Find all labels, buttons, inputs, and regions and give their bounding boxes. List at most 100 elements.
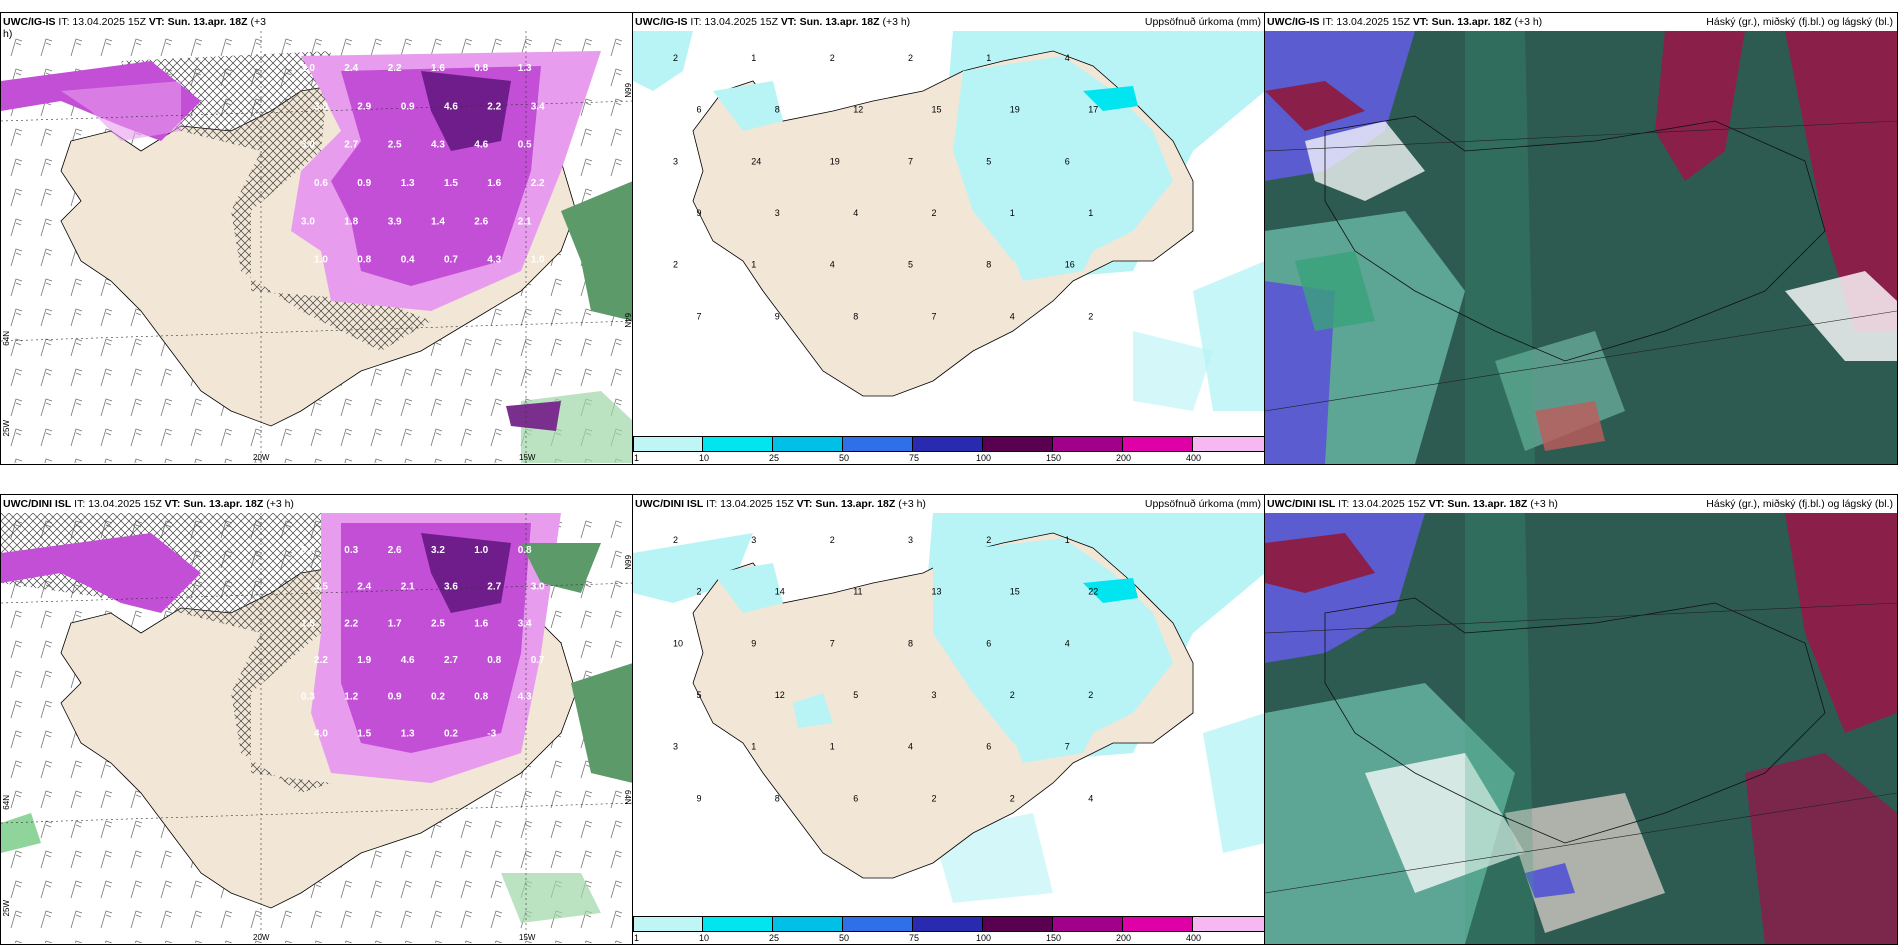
cloud-high-area <box>1655 31 1745 181</box>
value-label: 3.5 <box>314 582 328 593</box>
lon-label-15w: 15W <box>519 933 536 942</box>
lead-time-cont: h) <box>3 28 13 40</box>
value-label: 8 <box>775 105 780 115</box>
rain-area-east <box>561 181 633 321</box>
value-label: 3.0 <box>531 582 545 593</box>
value-label: 1.3 <box>518 63 532 74</box>
colorbar-seg-9 <box>1193 436 1265 452</box>
value-label: 1.0 <box>314 255 328 266</box>
panel-ig-accum-precip: UWC/IG-IS IT: 13.04.2025 15Z VT: Sun. 13… <box>632 12 1266 465</box>
lead-time: (+3 h) <box>263 498 294 510</box>
value-label: 0.3 <box>344 545 358 556</box>
lat-label-25w: 25W <box>2 899 11 916</box>
colorbar-tick: 75 <box>909 453 920 463</box>
value-label: 2 <box>1088 311 1093 321</box>
value-label: 11 <box>853 587 862 597</box>
colorbar-seg-7 <box>1053 916 1123 932</box>
value-label: 6 <box>853 793 858 803</box>
lon-label-20w: 20W <box>253 453 270 462</box>
value-label: 0.7 <box>444 255 458 266</box>
init-time: IT: 13.04.2025 15Z <box>55 16 149 28</box>
value-label: 1.9 <box>357 655 371 666</box>
value-label: 1 <box>1010 208 1015 218</box>
colorbar-seg-6 <box>983 916 1053 932</box>
value-label: 0.9 <box>388 692 402 703</box>
value-label: 4 <box>908 742 913 752</box>
value-label: 2 <box>986 535 991 545</box>
value-label: 2 <box>1088 690 1093 700</box>
colorbar-tick: 100 <box>976 453 992 463</box>
panel-title: UWC/IG-IS IT: 13.04.2025 15Z VT: Sun. 13… <box>1267 16 1542 28</box>
value-label: 7 <box>830 638 835 648</box>
value-label: 1 <box>830 742 835 752</box>
value-label: 2.6 <box>474 216 488 227</box>
colorbar-seg-9 <box>1193 916 1265 932</box>
value-label: 1.5 <box>357 728 371 739</box>
precip-area-heavy <box>421 71 511 151</box>
value-label: 10 <box>673 638 683 648</box>
value-label: 1 <box>986 53 991 63</box>
value-label: 0.2 <box>444 728 458 739</box>
value-label: 22 <box>1088 587 1098 597</box>
colorbar-tick: 10 <box>699 453 710 463</box>
value-label: 0.8 <box>474 692 488 703</box>
value-label: 5 <box>697 690 702 700</box>
value-label: 1.8 <box>344 216 358 227</box>
value-label: 2.2 <box>487 101 501 112</box>
value-label: 2.2 <box>314 655 328 666</box>
panel-dini-accum-precip: UWC/DINI ISL IT: 13.04.2025 15Z VT: Sun.… <box>632 494 1266 945</box>
value-label: 4 <box>1065 638 1070 648</box>
value-label: 0.7 <box>531 655 545 666</box>
valid-time: Sun. 13.apr. 18Z <box>1444 498 1528 510</box>
value-label: 0.9 <box>357 178 371 189</box>
model-name: UWC/IG-IS <box>635 16 688 28</box>
panel-ig-precip-type: UWC/IG-IS IT: 13.04.2025 15Z VT: Sun. 13… <box>0 12 634 465</box>
valid-time: Sun. 13.apr. 18Z <box>1428 16 1512 28</box>
value-label: 17 <box>1088 105 1098 115</box>
value-label: 1.3 <box>401 178 415 189</box>
value-label: 5 <box>986 156 991 166</box>
value-label: 2 <box>830 535 835 545</box>
lead-time: (+3 h) <box>895 498 926 510</box>
value-label: 8 <box>986 260 991 270</box>
colorbar-seg-1 <box>633 916 703 932</box>
init-time: IT: 13.04.2025 15Z <box>71 498 165 510</box>
accum-value-labels: 2 1 2 2 1 46 8 12 15 19 173 24 19 7 5 69 3 4 2 1 12 1 4 5 8 167 9 8… <box>673 53 1098 321</box>
value-label: 0.8 <box>474 63 488 74</box>
value-label: 2.7 <box>444 655 458 666</box>
vt-label: VT: <box>164 498 181 510</box>
cloud-cover-map <box>1265 513 1897 944</box>
value-label: 1.6 <box>431 63 445 74</box>
colorbar-tick: 50 <box>839 453 850 463</box>
colorbar-tick: 25 <box>769 453 780 463</box>
value-label: 4 <box>1088 793 1093 803</box>
value-label: 15 <box>1010 587 1020 597</box>
value-label: 8 <box>908 638 913 648</box>
colorbar-seg-7 <box>1053 436 1123 452</box>
colorbar-tick: 25 <box>769 933 780 943</box>
value-label: 2.1 <box>518 216 532 227</box>
valid-time: Sun. 13.apr. 18Z <box>164 16 248 28</box>
value-label: 2.6 <box>388 545 402 556</box>
field-label: Uppsöfnuð úrkoma (mm) <box>1144 498 1261 510</box>
value-label: 0.4 <box>401 255 415 266</box>
value-label: 4 <box>853 208 858 218</box>
value-label: 7 <box>932 311 937 321</box>
value-label: 6 <box>697 105 702 115</box>
value-label: 1 <box>1088 208 1093 218</box>
value-label: 3.0 <box>301 140 315 151</box>
value-label: 2 <box>673 53 678 63</box>
colorbar-tick: 10 <box>699 933 710 943</box>
value-label: 7 <box>908 156 913 166</box>
panel-title: UWC/DINI ISL IT: 13.04.2025 15Z VT: Sun.… <box>635 498 926 510</box>
value-label: 0.8 <box>518 545 532 556</box>
value-label: 1 <box>1065 535 1070 545</box>
init-time: IT: 13.04.2025 15Z <box>703 498 797 510</box>
value-label: 14 <box>775 587 785 597</box>
value-label: 4 <box>1065 53 1070 63</box>
vt-label: VT: <box>1412 16 1429 28</box>
value-label: 15 <box>932 105 942 115</box>
panel-dini-cloud-cover: UWC/DINI ISL IT: 13.04.2025 15Z VT: Sun.… <box>1264 494 1898 945</box>
value-label: 4.6 <box>444 101 458 112</box>
field-label: Uppsöfnuð úrkoma (mm) <box>1144 16 1261 28</box>
